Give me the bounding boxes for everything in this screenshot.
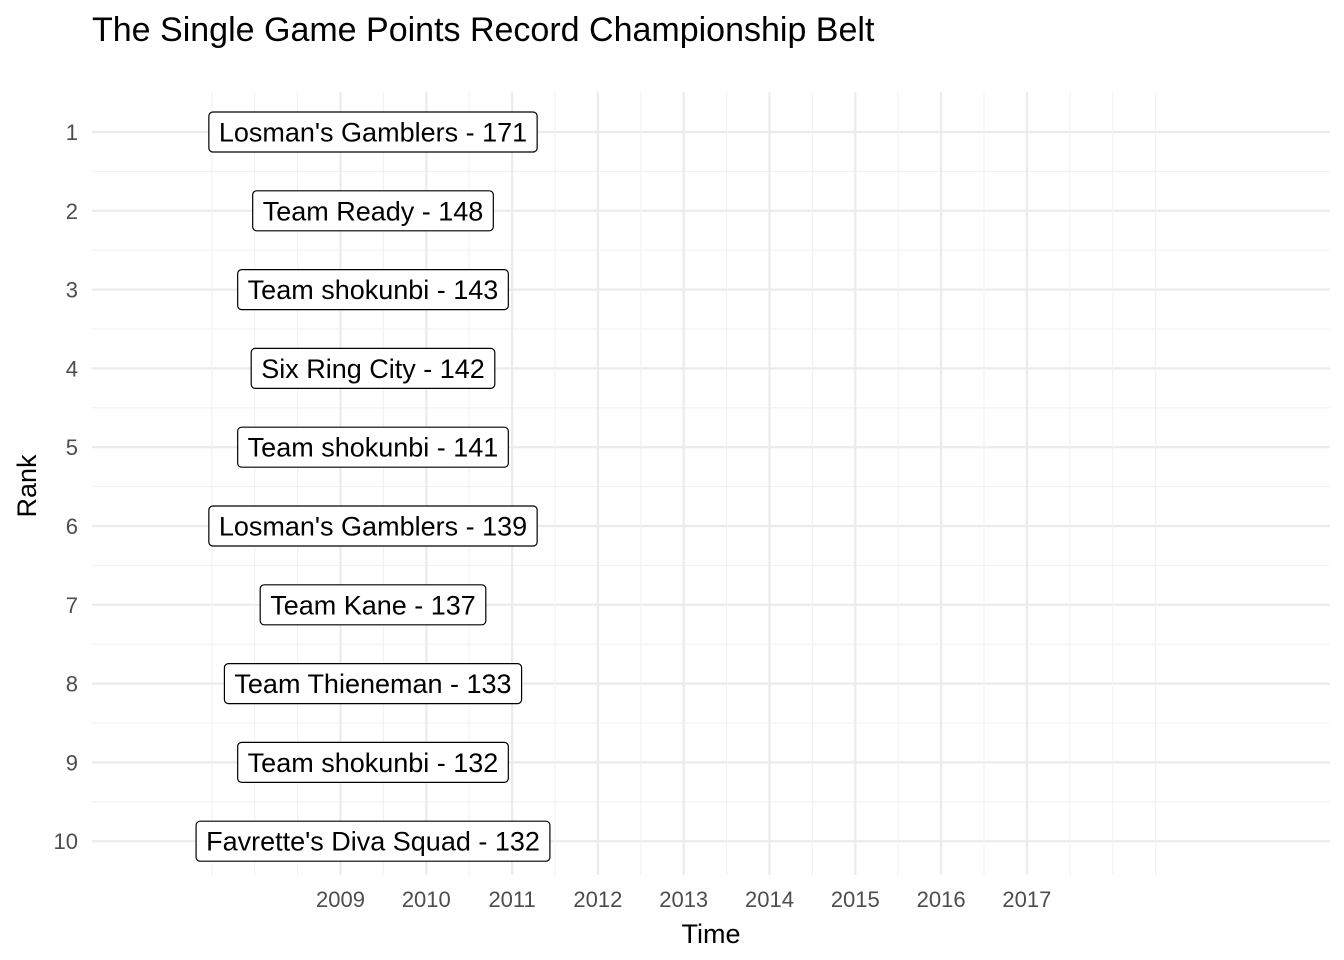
rank-label-text: Team Kane - 137 (270, 590, 476, 620)
rank-label-box (208, 505, 538, 547)
rank-label-box (259, 584, 487, 626)
rank-label-text: Losman's Gamblers - 139 (219, 512, 527, 542)
y-tick-label: 1 (66, 120, 78, 145)
y-tick-label: 3 (66, 278, 78, 303)
x-tick-label: 2009 (316, 887, 365, 912)
rank-label-text: Losman's Gamblers - 171 (219, 118, 527, 148)
rank-label: Team shokunbi - 141 (237, 426, 509, 468)
rank-label-text: Team Ready - 148 (263, 196, 484, 226)
rank-label: Team Kane - 137 (259, 584, 487, 626)
x-tick-label: 2013 (659, 887, 708, 912)
rank-label: Team Thieneman - 133 (223, 662, 523, 705)
rank-label: Six Ring City - 142 (250, 347, 496, 389)
x-tick-label: 2012 (573, 887, 622, 912)
rank-label: Favrette's Diva Squad - 132 (195, 820, 551, 862)
rank-label-text: Team shokunbi - 132 (248, 748, 499, 778)
rank-label: Team shokunbi - 132 (237, 741, 509, 784)
y-tick-label: 7 (66, 593, 78, 618)
x-tick-label: 2011 (488, 887, 535, 912)
x-axis-title: Time (682, 919, 741, 949)
rank-label-box (237, 741, 509, 784)
rank-label-text: Favrette's Diva Squad - 132 (206, 827, 540, 857)
rank-label-box (208, 111, 538, 153)
rank-label-text: Team Thieneman - 133 (234, 669, 511, 699)
y-tick-labels: 1 2 3 4 5 6 7 8 9 10 (54, 120, 78, 854)
y-tick-label: 9 (66, 750, 78, 775)
rank-label: Team Ready - 148 (252, 190, 494, 232)
rank-label-box (237, 426, 509, 468)
y-tick-label: 8 (66, 672, 78, 697)
y-tick-label: 2 (66, 199, 78, 224)
rank-label: Team shokunbi - 143 (237, 269, 509, 311)
rank-label-text: Six Ring City - 142 (261, 354, 485, 384)
rank-label-box (237, 269, 509, 311)
x-tick-label: 2015 (831, 887, 880, 912)
y-tick-label: 10 (54, 829, 78, 854)
x-tick-label: 2010 (402, 887, 451, 912)
rank-label-box (195, 820, 551, 862)
x-tick-label: 2016 (917, 887, 966, 912)
x-tick-label: 2014 (745, 887, 794, 912)
rank-label-box (252, 190, 494, 232)
rank-label-box (223, 662, 523, 705)
x-tick-labels: 2009 2010 2011 2012 2013 2014 2015 2016 2017 (316, 887, 1051, 912)
rank-label-text: Team shokunbi - 141 (248, 433, 499, 463)
rank-labels: Losman's Gamblers - 171 Team Ready - 148 T… (195, 111, 551, 862)
x-tick-label: 2017 (1002, 887, 1051, 912)
rank-label: Losman's Gamblers - 171 (208, 111, 538, 153)
y-tick-label: 4 (66, 356, 78, 381)
y-axis-title: Rank (12, 454, 42, 518)
y-tick-label: 5 (66, 435, 78, 460)
y-tick-label: 6 (66, 514, 78, 539)
rank-label-text: Team shokunbi - 143 (248, 275, 499, 305)
rank-label-box (250, 347, 496, 389)
chart-title: The Single Game Points Record Championsh… (92, 11, 875, 49)
rank-label: Losman's Gamblers - 139 (208, 505, 538, 547)
